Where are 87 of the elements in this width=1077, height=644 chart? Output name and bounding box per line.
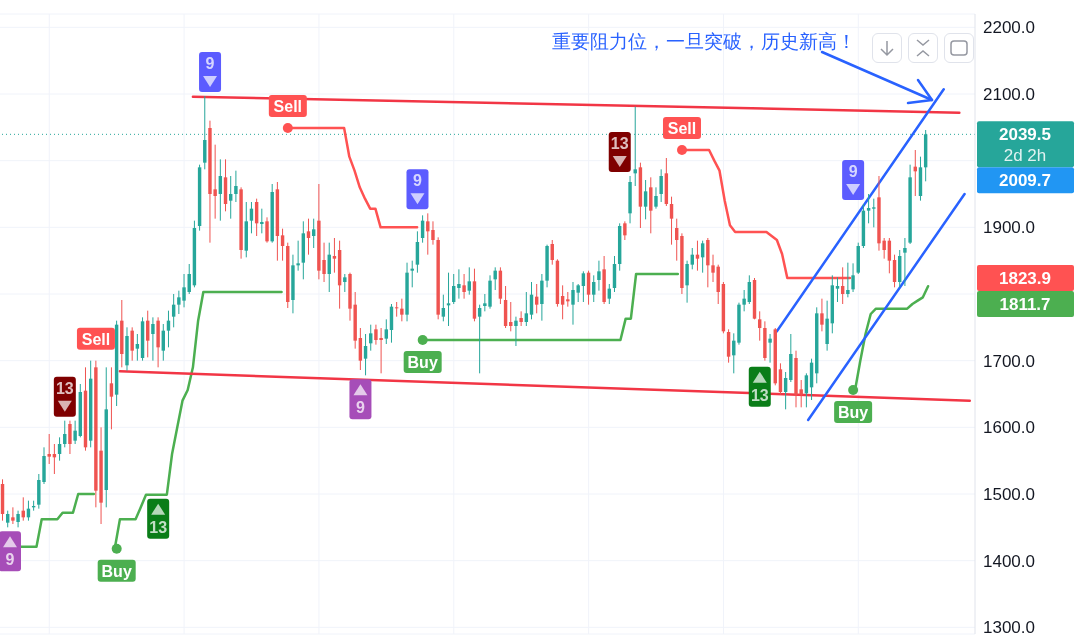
y-tick-label: 1400.0 <box>983 551 1035 571</box>
candlestick <box>493 266 497 291</box>
candlestick <box>135 333 140 362</box>
candlestick <box>11 506 15 525</box>
point <box>282 123 293 133</box>
candlestick <box>851 262 855 293</box>
annotation: 9 <box>355 399 365 417</box>
candlestick <box>394 301 399 318</box>
ref-line-label: 2039.5 <box>999 125 1051 145</box>
candlestick <box>477 304 482 374</box>
candlestick <box>669 196 674 246</box>
candlestick <box>130 326 134 362</box>
y-tick-label: 1900.0 <box>983 218 1035 238</box>
annotation: 重要阻力位，一旦突破，历史新高！ <box>552 31 856 52</box>
candlestick <box>519 310 523 327</box>
annotation: Buy <box>101 562 132 580</box>
candlestick <box>151 316 155 362</box>
candlestick <box>514 316 518 347</box>
candlestick <box>467 266 471 296</box>
candlestick <box>306 218 311 256</box>
text: 2d 2h <box>1003 146 1047 166</box>
y-tick-label: 1500.0 <box>983 485 1035 505</box>
candlestick <box>659 168 663 203</box>
candlestick <box>757 310 762 342</box>
candlestick <box>685 260 689 304</box>
text: 1811.7 <box>999 295 1051 315</box>
annotation: 9 <box>413 172 423 190</box>
y-tick-label: 1300.0 <box>983 618 1035 638</box>
y-tick-label: 2100.0 <box>983 85 1035 105</box>
candlestick <box>109 366 114 430</box>
annotation: 13 <box>149 518 168 536</box>
text: 2009.7 <box>999 171 1051 191</box>
candlestick <box>363 333 368 376</box>
candlestick <box>581 270 586 303</box>
candlestick <box>903 237 907 287</box>
candlestick <box>296 240 300 272</box>
point <box>676 145 687 155</box>
y-tick-label: 2200.0 <box>983 18 1035 38</box>
candlestick <box>400 298 404 322</box>
annotation: Buy <box>838 404 869 421</box>
candlestick <box>234 170 238 203</box>
candlestick <box>592 274 596 303</box>
candlestick <box>441 294 446 322</box>
candlestick <box>457 268 461 300</box>
point <box>417 335 428 345</box>
candlestick <box>835 276 840 303</box>
annotation: 13 <box>610 135 629 152</box>
candlestick <box>540 273 544 322</box>
candlestick <box>47 433 51 465</box>
annotation: 9 <box>205 55 215 72</box>
candlestick <box>462 273 466 300</box>
candlestick <box>768 333 772 364</box>
candlestick <box>560 284 565 320</box>
candlestick <box>654 186 658 210</box>
annotation: Buy <box>407 354 438 371</box>
candlestick <box>265 216 269 244</box>
candlestick <box>73 420 77 445</box>
annotation: Sell <box>81 330 111 348</box>
candlestick <box>311 218 316 249</box>
annotation: 13 <box>750 386 769 404</box>
y-tick-label: 1600.0 <box>983 418 1035 438</box>
candlestick <box>260 208 264 234</box>
point <box>848 385 859 395</box>
candlestick <box>68 420 72 455</box>
annotation: 9 <box>5 551 15 569</box>
candlestick <box>384 318 389 345</box>
annotation: Sell <box>667 120 697 137</box>
annotation: 9 <box>848 163 858 180</box>
candlestick <box>872 198 876 228</box>
y-tick-label: 1700.0 <box>983 351 1035 371</box>
candlestick <box>16 510 20 528</box>
candlestick <box>524 291 529 327</box>
candlestick <box>623 220 627 241</box>
annotation: Sell <box>273 98 303 115</box>
candlestick <box>866 193 871 224</box>
candlestick <box>649 176 653 234</box>
annotation: 13 <box>55 379 74 397</box>
candlestick <box>643 179 648 220</box>
candlestick <box>742 289 746 312</box>
point <box>111 543 122 554</box>
text: 1823.9 <box>999 269 1051 289</box>
candlestick <box>846 262 850 298</box>
candlestick <box>332 237 337 274</box>
candlestick <box>431 220 435 246</box>
candlestick <box>229 175 233 220</box>
candlestick <box>597 260 601 292</box>
candlestick <box>820 298 824 332</box>
